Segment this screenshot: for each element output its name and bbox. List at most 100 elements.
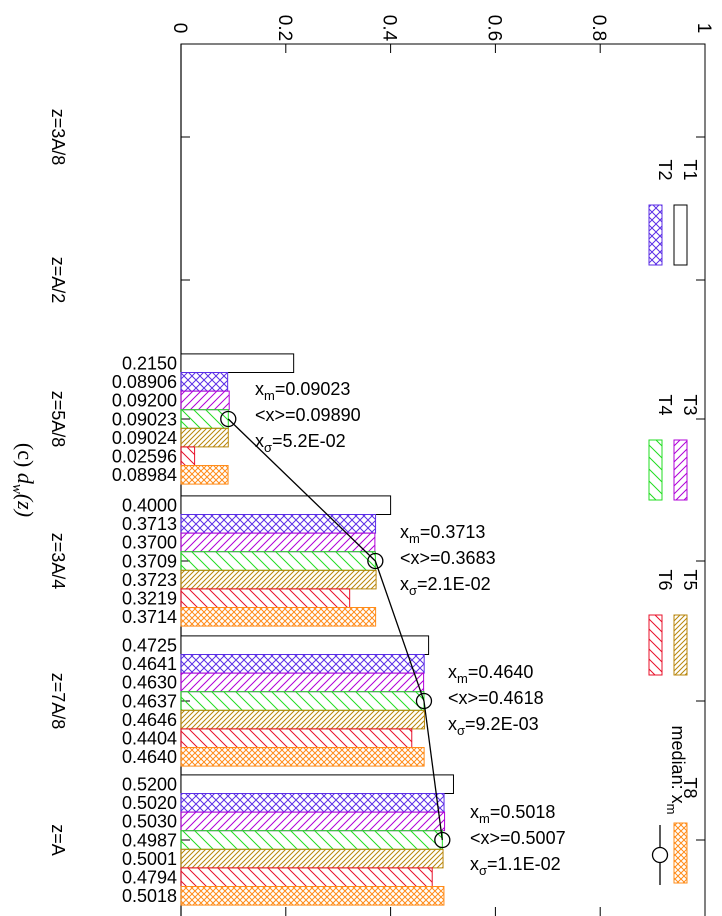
bar-value-label: 0.4987 xyxy=(122,830,177,850)
median-point xyxy=(220,410,237,428)
bar-value-label: 0.5200 xyxy=(122,775,177,795)
median-line xyxy=(220,410,451,849)
bar-t2 xyxy=(180,372,229,392)
x-tick-label: 0.2 xyxy=(274,15,295,41)
annotation-line: xσ=9.2E-03 xyxy=(448,714,539,738)
annotation-line: xm=0.3713 xyxy=(400,522,485,546)
bar-value-label: 0.5018 xyxy=(122,886,177,906)
annotation-line: xm=0.4640 xyxy=(448,662,533,686)
bar-t3 xyxy=(180,811,446,832)
bar-value-label: 0.3709 xyxy=(122,551,177,571)
bar-value-label: 0.4641 xyxy=(122,654,177,674)
legend-label-t4: T4 xyxy=(655,394,675,415)
bar-value-label: 0.4646 xyxy=(122,710,177,730)
annotation-line: xσ=1.1E-02 xyxy=(470,854,561,878)
bar-t1 xyxy=(180,353,295,373)
bar-value-label: 0.09023 xyxy=(112,409,177,429)
annotation-line: <x>=0.5007 xyxy=(470,828,566,848)
bar-t8 xyxy=(180,465,229,485)
x-tick-label: 0.4 xyxy=(379,15,400,42)
category-label: z=3A/8 xyxy=(48,109,68,166)
bar-value-label: 0.09024 xyxy=(112,428,177,448)
annotations: xm=0.09023<x>=0.09890 xσ=5.2E-02 xm=0.3713… xyxy=(255,379,566,878)
legend-label-t1: T1 xyxy=(680,159,700,180)
bar-value-label: 0.3219 xyxy=(122,589,177,609)
bar-t8 xyxy=(180,607,377,627)
legend-swatch-t3 xyxy=(673,439,688,501)
x-axis-ticks: 0 0.2 0.4 0.6 0.8 1 xyxy=(169,15,714,916)
bar-t3 xyxy=(180,390,230,411)
x-tick-label: 0.8 xyxy=(588,15,609,41)
legend-median-marker xyxy=(651,846,669,864)
bar-t1 xyxy=(180,635,430,656)
annotation-line: <x>=0.3683 xyxy=(400,548,496,568)
bar-t6 xyxy=(180,588,351,609)
legend-label-t8: T8 xyxy=(680,777,700,798)
median-point xyxy=(434,831,451,849)
annotation-line: xm=0.09023 xyxy=(255,379,350,403)
bar-t5 xyxy=(180,569,377,590)
bar-t3 xyxy=(180,672,425,693)
category-label: z=A/2 xyxy=(48,257,68,304)
legend-swatch-t4 xyxy=(648,439,663,501)
bar-t1 xyxy=(180,774,454,795)
bar-value-label: 0.4637 xyxy=(122,691,177,711)
bar-t8 xyxy=(180,886,445,906)
bar-t4 xyxy=(180,830,443,850)
x-tick-label: 0.6 xyxy=(483,15,504,41)
legend-swatch-t1 xyxy=(673,204,688,266)
bar-value-label: 0.3713 xyxy=(122,514,177,534)
annotation-line: xσ=2.1E-02 xyxy=(400,574,491,598)
category-label: z=5A/8 xyxy=(48,391,68,448)
category-labels: z=3A/8 z=A/2 z=5A/8 z=3A/4 z=7A/8 z=A xyxy=(48,109,705,856)
bar-value-label: 0.4725 xyxy=(122,636,177,656)
bar-value-label: 0.02596 xyxy=(112,447,177,467)
category-label: z=7A/8 xyxy=(48,673,68,730)
x-tick-label: 0 xyxy=(169,23,190,34)
bar-t3 xyxy=(180,532,376,553)
bar-value-label: 0.5030 xyxy=(122,812,177,832)
legend-label-t6: T6 xyxy=(655,569,675,590)
median-point xyxy=(367,552,384,570)
bar-value-label: 0.4404 xyxy=(122,729,177,749)
bars xyxy=(180,353,454,906)
bar-value-label: 0.08984 xyxy=(112,465,177,485)
bar-t6 xyxy=(180,728,413,749)
bar-value-label: 0.3714 xyxy=(122,607,177,627)
legend-label-t5: T5 xyxy=(680,569,700,590)
bar-value-label: 0.3700 xyxy=(122,533,177,553)
bar-t5 xyxy=(180,848,444,869)
bar-t2 xyxy=(180,793,445,813)
median-polyline xyxy=(227,418,443,841)
bar-value-label: 0.09200 xyxy=(112,391,177,411)
bar-value-label: 0.3723 xyxy=(122,570,177,590)
bar-value-label: 0.4630 xyxy=(122,673,177,693)
bar-value-label: 0.4794 xyxy=(122,868,177,888)
bar-value-label: 0.5001 xyxy=(122,849,177,869)
legend-swatch-t2 xyxy=(648,204,663,266)
bar-value-label: 0.5020 xyxy=(122,793,177,813)
caption-text: (c) dw(z) xyxy=(9,443,38,517)
bar-t6 xyxy=(180,446,196,466)
bar-t1 xyxy=(180,495,392,515)
bar-t2 xyxy=(180,654,425,674)
bar-t4 xyxy=(180,551,376,571)
annotation-line: <x>=0.4618 xyxy=(448,688,544,708)
category-label: z=A xyxy=(48,824,68,856)
x-tick-label: 1 xyxy=(693,23,714,34)
bar-value-label: 0.2150 xyxy=(122,354,177,374)
legend-label-t2: T2 xyxy=(655,159,675,180)
median-point xyxy=(415,692,433,710)
bar-value-label: 0.4000 xyxy=(122,496,177,516)
bar-t5 xyxy=(180,427,229,448)
legend-swatch-t6 xyxy=(648,614,663,676)
bar-t5 xyxy=(180,709,425,730)
legend-label-t3: T3 xyxy=(680,394,700,415)
legend-swatch-t5 xyxy=(673,614,688,676)
bar-value-label: 0.08906 xyxy=(112,372,177,392)
bar-t4 xyxy=(180,691,425,711)
bar-value-labels: 0.21500.089060.092000.090230.090240.0259… xyxy=(112,354,177,907)
category-label: z=3A/4 xyxy=(48,533,68,590)
